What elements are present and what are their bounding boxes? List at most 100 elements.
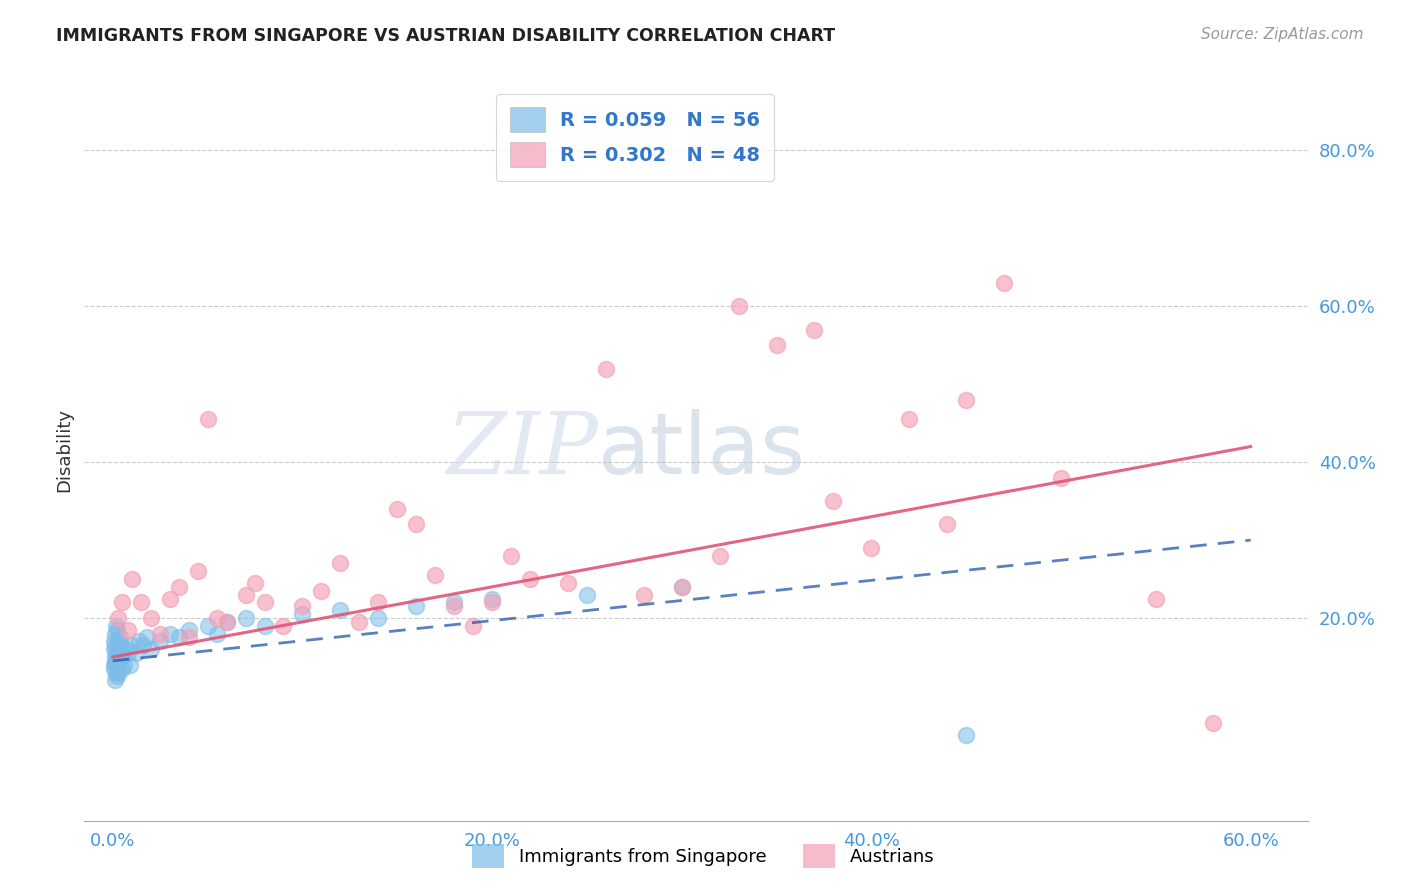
- Point: [993, 276, 1015, 290]
- Point: [187, 564, 209, 578]
- Point: [112, 657, 135, 672]
- Point: [136, 631, 159, 645]
- Point: [235, 588, 257, 602]
- Point: [253, 619, 276, 633]
- Point: [367, 595, 389, 609]
- Point: [425, 568, 447, 582]
- Point: [108, 654, 131, 668]
- Point: [104, 626, 127, 640]
- Point: [765, 338, 787, 352]
- Y-axis label: Disability: Disability: [55, 409, 73, 492]
- Point: [117, 646, 139, 660]
- Point: [139, 611, 162, 625]
- Legend: Immigrants from Singapore, Austrians: Immigrants from Singapore, Austrians: [461, 834, 945, 879]
- Point: [128, 634, 150, 648]
- Point: [111, 662, 134, 676]
- Point: [104, 646, 127, 660]
- Point: [197, 619, 219, 633]
- Point: [727, 299, 749, 313]
- Point: [103, 634, 125, 648]
- Point: [205, 611, 228, 625]
- Point: [107, 634, 129, 648]
- Point: [107, 611, 129, 625]
- Point: [253, 595, 276, 609]
- Point: [103, 657, 125, 672]
- Point: [936, 517, 959, 532]
- Point: [273, 619, 295, 633]
- Point: [121, 638, 143, 652]
- Point: [595, 361, 617, 376]
- Point: [104, 665, 127, 680]
- Point: [104, 673, 127, 688]
- Point: [110, 638, 132, 652]
- Point: [110, 650, 132, 665]
- Point: [215, 615, 238, 629]
- Point: [129, 595, 152, 609]
- Point: [105, 642, 128, 657]
- Text: atlas: atlas: [598, 409, 806, 492]
- Point: [104, 638, 127, 652]
- Point: [104, 654, 127, 668]
- Point: [443, 599, 465, 614]
- Point: [443, 595, 465, 609]
- Point: [671, 580, 693, 594]
- Point: [105, 669, 128, 683]
- Point: [110, 631, 132, 645]
- Point: [103, 642, 125, 657]
- Point: [823, 494, 845, 508]
- Point: [329, 557, 352, 571]
- Point: [1144, 591, 1167, 606]
- Point: [167, 631, 190, 645]
- Point: [105, 657, 128, 672]
- Point: [633, 588, 655, 602]
- Point: [1202, 716, 1225, 731]
- Point: [311, 583, 333, 598]
- Point: [575, 588, 598, 602]
- Point: [132, 638, 155, 652]
- Point: [118, 657, 141, 672]
- Point: [291, 607, 314, 621]
- Point: [387, 502, 409, 516]
- Point: [149, 626, 172, 640]
- Point: [107, 657, 129, 672]
- Point: [104, 619, 127, 633]
- Point: [709, 549, 731, 563]
- Text: IMMIGRANTS FROM SINGAPORE VS AUSTRIAN DISABILITY CORRELATION CHART: IMMIGRANTS FROM SINGAPORE VS AUSTRIAN DI…: [56, 27, 835, 45]
- Text: Source: ZipAtlas.com: Source: ZipAtlas.com: [1201, 27, 1364, 42]
- Point: [481, 595, 503, 609]
- Point: [519, 572, 541, 586]
- Legend: R = 0.059   N = 56, R = 0.302   N = 48: R = 0.059 N = 56, R = 0.302 N = 48: [496, 94, 773, 180]
- Point: [955, 392, 977, 407]
- Point: [898, 412, 921, 426]
- Point: [557, 576, 579, 591]
- Point: [349, 615, 371, 629]
- Point: [105, 623, 128, 637]
- Point: [103, 662, 125, 676]
- Point: [405, 517, 427, 532]
- Point: [117, 623, 139, 637]
- Point: [111, 595, 134, 609]
- Point: [463, 619, 485, 633]
- Point: [803, 323, 825, 337]
- Point: [107, 665, 129, 680]
- Point: [405, 599, 427, 614]
- Point: [104, 650, 127, 665]
- Point: [139, 642, 162, 657]
- Point: [235, 611, 257, 625]
- Text: ZIP: ZIP: [446, 409, 598, 491]
- Point: [159, 591, 181, 606]
- Point: [111, 650, 134, 665]
- Point: [860, 541, 883, 555]
- Point: [115, 642, 138, 657]
- Point: [107, 646, 129, 660]
- Point: [124, 646, 146, 660]
- Point: [105, 650, 128, 665]
- Point: [177, 623, 200, 637]
- Point: [177, 631, 200, 645]
- Point: [367, 611, 389, 625]
- Point: [671, 580, 693, 594]
- Point: [481, 591, 503, 606]
- Point: [205, 626, 228, 640]
- Point: [1050, 471, 1073, 485]
- Point: [955, 728, 977, 742]
